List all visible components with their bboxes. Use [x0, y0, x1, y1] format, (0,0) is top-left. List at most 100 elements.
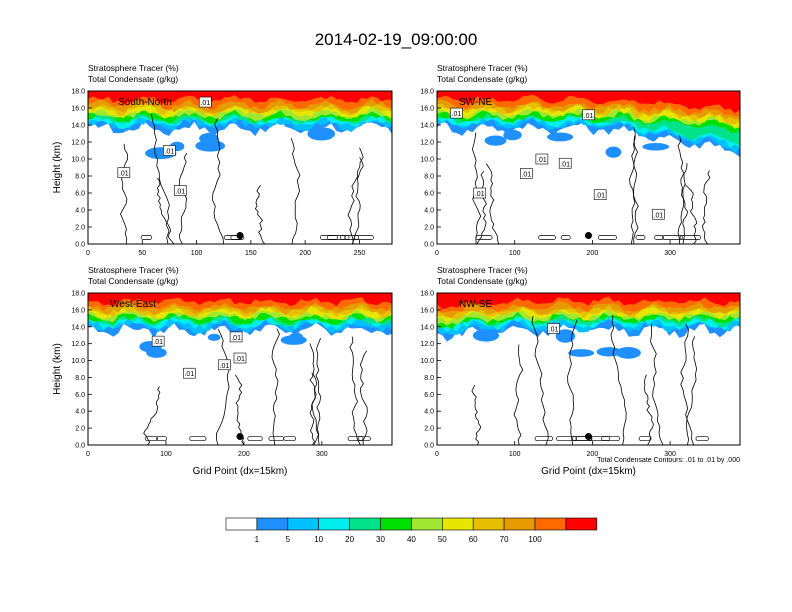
contour-label-box: [652, 208, 665, 220]
y-tick-label: 14.0: [420, 324, 434, 331]
y-tick-label: 10.0: [71, 157, 85, 164]
x-tick-label: 300: [664, 451, 676, 458]
contour-label: .01: [119, 171, 129, 178]
low-cloud-contour: [344, 235, 359, 240]
tracer-intrusion: [280, 335, 307, 345]
contour-label-box: [163, 145, 176, 156]
y-tick-label: 16.0: [71, 106, 85, 113]
colorbar-swatch: [225, 517, 258, 531]
panel-header-line: Total Condensate (g/kg): [88, 74, 178, 84]
panel-top-right: .01 .01 .01 .01 .01 .01 .01 .01 SW-NE Stratospher…: [420, 63, 741, 257]
contour-label-box: [593, 189, 607, 200]
x-tick-label: 150: [245, 250, 257, 257]
tracer-intrusion: [472, 329, 500, 342]
colorbar-label: 70: [500, 535, 509, 544]
colorbar-swatch: [380, 517, 412, 531]
tracer-intrusion: [195, 140, 226, 152]
x-tick-label: 200: [238, 451, 250, 458]
location-marker: [585, 433, 592, 441]
low-cloud-contour: [156, 436, 168, 441]
colorbar-swatch: [472, 517, 505, 531]
contour-label: .01: [235, 356, 245, 363]
condensate-contour: [567, 319, 578, 445]
x-tick-label: 100: [191, 250, 203, 257]
colorbar-label: 20: [345, 535, 354, 544]
colorbar: 1 5 10 20 30 40 50 60 70 100: [225, 517, 598, 544]
low-cloud-contour: [283, 436, 297, 441]
y-tick-label: 0.0: [75, 242, 85, 249]
y-tick-label: 0.0: [75, 443, 85, 450]
x-tick-label: 100: [160, 451, 172, 458]
plot-area: .01 .01 .01 .01 .01 .01 .01 .01: [437, 91, 740, 244]
low-cloud-contour: [638, 436, 652, 441]
colorbar-label: 50: [438, 535, 447, 544]
location-marker: [585, 232, 592, 239]
colorbar-label: 60: [469, 535, 478, 544]
x-tick-label: 200: [299, 250, 311, 257]
plot-frame: [87, 292, 393, 446]
y-tick-label: 16.0: [71, 307, 85, 314]
condensate-contour: [701, 170, 711, 244]
contour-label: .01: [165, 149, 175, 156]
colorbar-swatch: [256, 517, 289, 531]
condensate-contour: [215, 328, 230, 445]
colorbar-swatch: [565, 517, 598, 531]
contour-label: .01: [200, 100, 210, 107]
low-cloud-contour: [189, 436, 207, 441]
y-tick-label: 8.0: [424, 174, 434, 181]
condensate-contour: [680, 323, 695, 445]
low-cloud-contour: [534, 436, 554, 441]
contour-label-box: [547, 323, 560, 334]
panel-bottom-left: .01 .01 .01 .01 .01 West-East Stratosphere Tra…: [52, 265, 393, 477]
contour-label: .01: [184, 371, 194, 378]
condensate-contour: [629, 135, 639, 244]
low-cloud-contour: [347, 436, 364, 441]
low-cloud-contour: [358, 436, 371, 441]
contour-label-box: [582, 109, 595, 121]
contour-label: .01: [595, 193, 605, 200]
contour-label: .01: [584, 113, 594, 120]
x-axis-label: Grid Point (dx=15km): [193, 466, 288, 477]
contour-label-box: [229, 331, 243, 343]
low-cloud-contour: [572, 436, 593, 441]
low-cloud-contour: [538, 235, 557, 240]
x-tick-label: 100: [509, 250, 521, 257]
condensate-contour: [290, 137, 301, 244]
y-tick-label: 10.0: [420, 358, 434, 365]
y-tick-label: 12.0: [420, 140, 434, 147]
y-tick-label: 4.0: [424, 208, 434, 215]
contour-label-box: [117, 167, 131, 178]
tracer-intrusion: [307, 127, 336, 141]
x-tick-label: 300: [316, 451, 328, 458]
condensate-contour: [151, 113, 170, 244]
contour-label: .01: [153, 339, 163, 346]
condensate-contour: [143, 386, 161, 445]
contour-label: .01: [231, 335, 241, 342]
x-tick-label: 200: [587, 451, 599, 458]
tracer-band-11: [88, 91, 392, 105]
tracer-band-11: [437, 91, 740, 114]
tracer-band-11: [88, 293, 392, 307]
y-tick-label: 2.0: [75, 225, 85, 232]
location-marker: [236, 433, 244, 441]
y-tick-label: 12.0: [420, 341, 434, 348]
y-tick-label: 12.0: [71, 140, 85, 147]
figure-title: 2014-02-19_09:00:00: [314, 30, 478, 49]
plot-frame: [436, 90, 741, 245]
panel-label: SW-NE: [459, 97, 492, 108]
x-axis-label: Grid Point (dx=15km): [541, 466, 636, 477]
tracer-intrusion: [605, 146, 622, 158]
tracer-intrusion: [642, 142, 670, 151]
y-tick-label: 8.0: [75, 174, 85, 181]
condensate-contour: [359, 350, 368, 445]
y-tick-label: 6.0: [75, 392, 85, 399]
panel-label: South-North: [118, 97, 172, 108]
condensate-contour: [476, 170, 487, 244]
condensate-contour: [271, 328, 280, 445]
panel-label: West-East: [110, 299, 156, 310]
y-tick-label: 18.0: [71, 89, 85, 96]
low-cloud-contour: [144, 436, 159, 441]
plot-frame: [87, 90, 393, 245]
y-tick-label: 14.0: [71, 324, 85, 331]
